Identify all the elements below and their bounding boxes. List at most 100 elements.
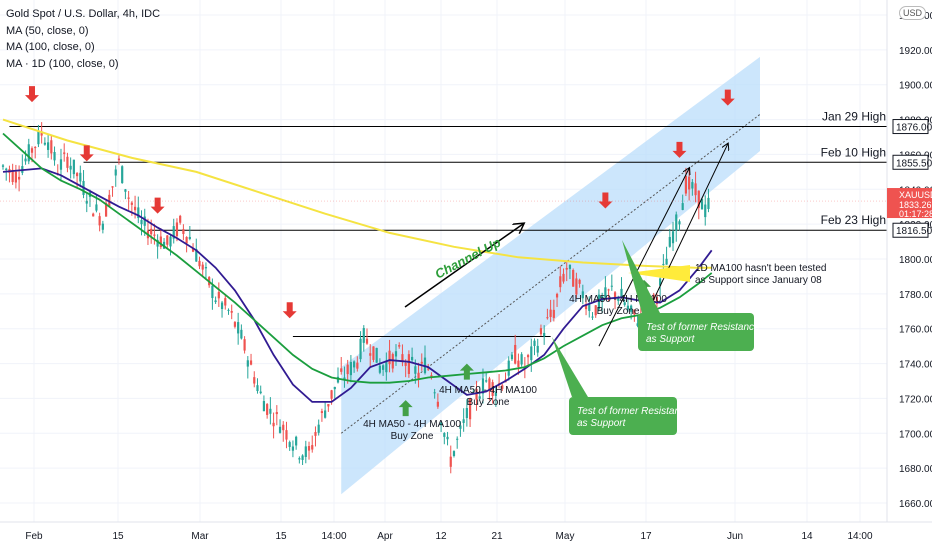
candle-body bbox=[343, 377, 346, 380]
candle-body bbox=[446, 436, 449, 440]
candle-body bbox=[414, 366, 417, 374]
candle-body bbox=[182, 229, 185, 235]
candle-body bbox=[536, 345, 539, 353]
candle-body bbox=[92, 213, 95, 217]
candle-body bbox=[555, 293, 559, 298]
candle-body bbox=[185, 236, 188, 244]
candle-body bbox=[11, 169, 14, 183]
buy-zone-label-1: Buy Zone bbox=[391, 431, 434, 442]
candle-body bbox=[317, 424, 320, 433]
candle-body bbox=[233, 322, 237, 327]
x-tick-label: Apr bbox=[377, 531, 393, 542]
candle-body bbox=[385, 361, 388, 373]
candle-body bbox=[111, 186, 114, 188]
candle-body bbox=[572, 269, 575, 287]
candle-body bbox=[465, 408, 468, 419]
candle-body bbox=[533, 340, 536, 346]
candle-body bbox=[46, 142, 50, 150]
candle-body bbox=[314, 432, 317, 436]
candle-body bbox=[388, 350, 391, 365]
candle-body bbox=[459, 425, 462, 429]
candle-body bbox=[169, 236, 172, 247]
sell-arrow-icon bbox=[79, 145, 94, 162]
y-tick-label: 1780.00 bbox=[899, 290, 932, 301]
candle-body bbox=[140, 219, 143, 225]
candle-body bbox=[375, 347, 378, 363]
candle-body bbox=[198, 260, 201, 267]
candle-body bbox=[581, 291, 584, 299]
level-label: Feb 10 High bbox=[821, 145, 886, 159]
candle-body bbox=[675, 214, 678, 231]
candle-body bbox=[346, 364, 349, 375]
symbol-title[interactable]: Gold Spot / U.S. Dollar, 4h, IDC bbox=[6, 8, 161, 20]
candle-body bbox=[630, 305, 633, 312]
candle-body bbox=[275, 412, 278, 415]
candle-body bbox=[365, 338, 369, 344]
candle-body bbox=[95, 204, 98, 211]
candle-body bbox=[659, 278, 662, 286]
x-tick-label: 14:00 bbox=[321, 531, 346, 542]
candle-body bbox=[114, 169, 117, 176]
candle-body bbox=[452, 451, 456, 456]
level-label: Jan 29 High bbox=[822, 110, 886, 124]
candle-body bbox=[700, 198, 704, 210]
buy-zone-label-1: 4H MA50 - 4H MA100 bbox=[363, 419, 461, 430]
callout-resistance-1-text: Test of former Resistance bbox=[646, 322, 760, 333]
candle-body bbox=[201, 264, 204, 270]
chart-legend: Gold Spot / U.S. Dollar, 4h, IDC MA (50,… bbox=[6, 6, 160, 72]
sell-arrow-icon bbox=[282, 302, 297, 319]
buy-zone-label-2: 4H MA50 - 4H MA100 bbox=[439, 385, 537, 396]
candle-body bbox=[24, 158, 27, 162]
candle-body bbox=[291, 446, 295, 451]
candle-body bbox=[327, 404, 330, 407]
x-tick-label: 21 bbox=[491, 531, 503, 542]
candle-body bbox=[43, 142, 46, 145]
y-tick-label: 1920.00 bbox=[899, 46, 932, 57]
candle-body bbox=[179, 215, 182, 223]
candle-body bbox=[382, 365, 385, 370]
candle-body bbox=[50, 140, 53, 154]
candle-body bbox=[578, 279, 581, 284]
currency-badge[interactable]: USD bbox=[898, 6, 926, 20]
channel-up-arrow bbox=[404, 224, 523, 308]
callout-resistance-1-box bbox=[638, 313, 754, 351]
ma100-note-text: 1D MA100 hasn't been tested bbox=[695, 263, 826, 274]
candle-body bbox=[269, 408, 272, 414]
candle-body bbox=[137, 207, 140, 219]
x-tick-label: 15 bbox=[112, 531, 124, 542]
ma100-note-arrow bbox=[628, 265, 690, 282]
candle-body bbox=[188, 236, 191, 240]
candle-body bbox=[662, 263, 665, 265]
candle-body bbox=[133, 206, 137, 211]
candle-body bbox=[668, 236, 671, 247]
callout-resistance-2-pointer bbox=[552, 337, 588, 397]
indicator-ma100[interactable]: MA (100, close, 0) bbox=[6, 41, 95, 53]
candle-body bbox=[443, 433, 446, 437]
candle-body bbox=[5, 168, 8, 170]
candle-body bbox=[456, 438, 459, 440]
candle-body bbox=[633, 309, 636, 315]
y-tick-label: 1660.00 bbox=[899, 499, 932, 510]
candle-body bbox=[707, 197, 710, 209]
candle-body bbox=[195, 248, 198, 262]
candle-body bbox=[636, 323, 639, 326]
buy-zone-label-3: Buy Zone bbox=[597, 306, 640, 317]
candle-body bbox=[404, 363, 407, 366]
indicator-ma100-1d[interactable]: MA · 1D (100, close, 0) bbox=[6, 57, 119, 70]
candle-body bbox=[694, 183, 697, 196]
x-tick-label: 17 bbox=[640, 531, 652, 542]
candle-body bbox=[243, 339, 246, 351]
candle-body bbox=[253, 377, 256, 384]
candle-body bbox=[420, 361, 423, 364]
candle-body bbox=[124, 189, 127, 192]
indicator-ma50[interactable]: MA (50, close, 0) bbox=[6, 24, 89, 37]
candle-body bbox=[575, 278, 578, 295]
y-tick-label: 1700.00 bbox=[899, 429, 932, 440]
x-tick-label: Mar bbox=[191, 531, 209, 542]
candle-body bbox=[230, 311, 233, 313]
time-axis: Feb 15 Mar 15 14:00 Apr 12 21 May 17 Jun 14 14:00 bbox=[0, 521, 932, 550]
candle-body bbox=[613, 292, 617, 299]
sell-arrow-icon bbox=[598, 192, 613, 209]
candle-body bbox=[530, 346, 533, 361]
